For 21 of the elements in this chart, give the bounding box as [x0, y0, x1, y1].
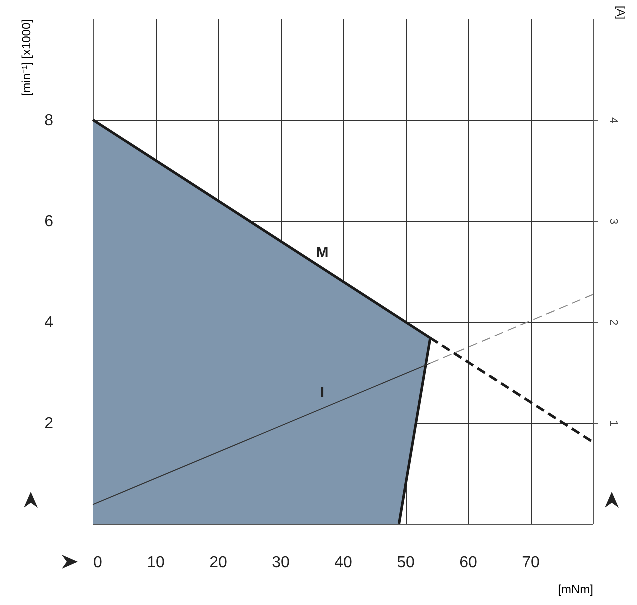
x-tick-label: 40	[334, 554, 352, 572]
x-tick-label: 20	[210, 554, 228, 572]
y2-tick-label: 1	[608, 420, 620, 427]
y-tick-label: 8	[44, 112, 54, 130]
series-label: M	[316, 244, 329, 262]
x-tick-label: 60	[460, 554, 478, 572]
x-axis-title: [mNm]	[558, 582, 594, 596]
y2-tick-label: 4	[608, 117, 620, 124]
x-tick-label: 50	[397, 554, 415, 572]
series-label: I	[320, 384, 325, 402]
y2-tick-label: 2	[608, 319, 620, 326]
x-tick-label: 10	[147, 554, 165, 572]
x-tick-label: 70	[522, 554, 540, 572]
y-tick-label: 4	[44, 314, 54, 332]
y-axis-title: [min⁻¹] [x1000]	[20, 20, 34, 96]
y-tick-label: 2	[44, 416, 54, 432]
y-tick-label: 6	[44, 214, 54, 230]
x-tick-label: 0	[94, 554, 102, 572]
x-tick-label: 30	[272, 554, 290, 572]
y2-axis-title: [A]	[614, 6, 626, 20]
y2-tick-label: 3	[608, 218, 620, 225]
